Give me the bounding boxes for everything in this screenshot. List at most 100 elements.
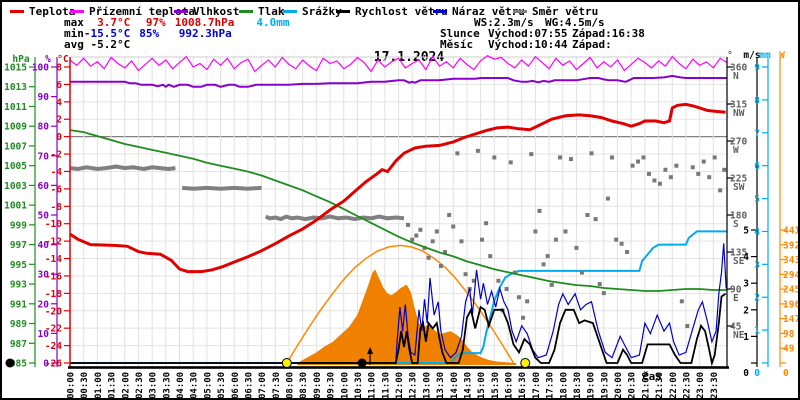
moon-marker-left-edge (5, 358, 15, 368)
svg-text:21:00: 21:00 (641, 372, 651, 399)
svg-text:16:30: 16:30 (518, 372, 528, 399)
svg-text:441: 441 (783, 226, 800, 237)
svg-text:0: 0 (743, 368, 749, 379)
svg-text:5: 5 (743, 226, 749, 237)
svg-text:-26: -26 (45, 359, 62, 370)
svg-text:3: 3 (754, 260, 760, 271)
temperature-series (69, 102, 726, 274)
svg-text:1007: 1007 (4, 141, 27, 152)
svg-text:12:30: 12:30 (409, 372, 419, 399)
svg-text:9: 9 (754, 63, 760, 74)
svg-text:19:30: 19:30 (600, 372, 610, 399)
svg-text:08:30: 08:30 (299, 372, 309, 399)
svg-text:989: 989 (10, 319, 27, 330)
svg-text:10: 10 (38, 329, 50, 340)
svg-text:17:30: 17:30 (546, 372, 556, 399)
moon-label: Měsíc (440, 38, 474, 51)
svg-text:-20: -20 (45, 306, 62, 317)
svg-text:0: 0 (754, 368, 760, 379)
svg-text:14:00: 14:00 (450, 372, 460, 399)
legend-item-vlhkost: Vlhkost (174, 5, 240, 18)
stat-label-min: min (64, 27, 84, 40)
svg-text:6: 6 (754, 161, 760, 172)
svg-text:135: 135 (730, 248, 747, 259)
svg-text:22:30: 22:30 (682, 372, 692, 399)
svg-text:°: ° (727, 50, 733, 61)
svg-text:4: 4 (754, 227, 760, 238)
wind-gust-stat: WG:4.5m/s (545, 16, 605, 29)
svg-text:10:30: 10:30 (354, 372, 364, 399)
legend-swatch (433, 9, 447, 13)
legend-swatch (513, 9, 527, 13)
stat-label-avg: avg (64, 38, 84, 51)
stat-max-pressure: 1008.7hPa (174, 16, 235, 29)
svg-text:-10: -10 (45, 219, 62, 230)
svg-text:995: 995 (10, 260, 27, 271)
time-axis-label: čas (642, 370, 662, 383)
legend-label: Přízemní teplota (89, 5, 195, 18)
moonrise-time: Východ:10:44 (488, 38, 568, 51)
svg-text:50: 50 (38, 211, 50, 222)
svg-text:01:30: 01:30 (108, 372, 118, 399)
legend-label: Vlhkost (193, 5, 240, 18)
stats-row-max: max 3.7°C 97% 1008.7hPa 4.0mm (64, 17, 289, 28)
moonrise-marker (357, 358, 367, 368)
svg-text:1011: 1011 (4, 102, 27, 113)
svg-text:10:00: 10:00 (340, 372, 350, 399)
svg-text:N: N (733, 71, 739, 82)
legend-label: Rychlost větru (355, 5, 448, 18)
svg-text:02:30: 02:30 (135, 372, 145, 399)
svg-text:NW: NW (733, 108, 745, 119)
svg-text:05:00: 05:00 (203, 372, 213, 399)
svg-text:100: 100 (32, 63, 49, 74)
svg-text:mm: mm (759, 50, 771, 61)
svg-text:S: S (733, 219, 739, 230)
svg-text:-22: -22 (45, 324, 62, 335)
stat-min-humidity: 85% (139, 27, 160, 40)
svg-text:20:00: 20:00 (614, 372, 624, 399)
svg-text:2: 2 (754, 293, 760, 304)
svg-text:-12: -12 (45, 237, 62, 248)
svg-text:20: 20 (38, 299, 50, 310)
stat-label-max: max (64, 16, 84, 29)
svg-text:W: W (733, 145, 739, 156)
svg-text:0: 0 (783, 368, 789, 379)
svg-text:985: 985 (10, 359, 27, 370)
svg-text:90: 90 (38, 92, 50, 103)
svg-text:11:30: 11:30 (381, 372, 391, 399)
svg-text:11:00: 11:00 (368, 372, 378, 399)
svg-text:23:30: 23:30 (710, 372, 720, 399)
svg-text:05:30: 05:30 (217, 372, 227, 399)
wind-speed-stat: WS:2.3m/s (474, 16, 534, 29)
svg-text:13:00: 13:00 (422, 372, 432, 399)
svg-text:NE: NE (733, 330, 745, 341)
svg-text:2: 2 (56, 115, 62, 126)
svg-text:987: 987 (10, 339, 27, 350)
legend-item-tlak: Tlak (239, 5, 285, 18)
svg-text:21:30: 21:30 (655, 372, 665, 399)
legend-swatch (10, 9, 24, 13)
svg-text:1015: 1015 (4, 63, 27, 74)
svg-text:343: 343 (783, 255, 800, 266)
svg-text:23:00: 23:00 (696, 372, 706, 399)
svg-text:225: 225 (730, 174, 747, 185)
svg-text:997: 997 (10, 240, 27, 251)
humidity-series (70, 74, 727, 89)
svg-text:SE: SE (733, 256, 745, 267)
astro-markers (5, 347, 531, 368)
svg-text:30: 30 (38, 270, 50, 281)
solar-radiation-series (286, 244, 517, 365)
svg-text:2: 2 (743, 305, 749, 316)
svg-text:13:30: 13:30 (436, 372, 446, 399)
precipitation-series (70, 230, 727, 364)
svg-text:270: 270 (730, 137, 747, 148)
svg-text:245: 245 (783, 285, 800, 296)
legend-item-rychlost-v-tru: Rychlost větru (336, 5, 448, 18)
svg-text:-14: -14 (45, 254, 62, 265)
svg-text:09:00: 09:00 (313, 372, 323, 399)
svg-text:0: 0 (56, 132, 62, 143)
moonset-time: Západ: (572, 38, 612, 51)
svg-text:6: 6 (56, 80, 62, 91)
